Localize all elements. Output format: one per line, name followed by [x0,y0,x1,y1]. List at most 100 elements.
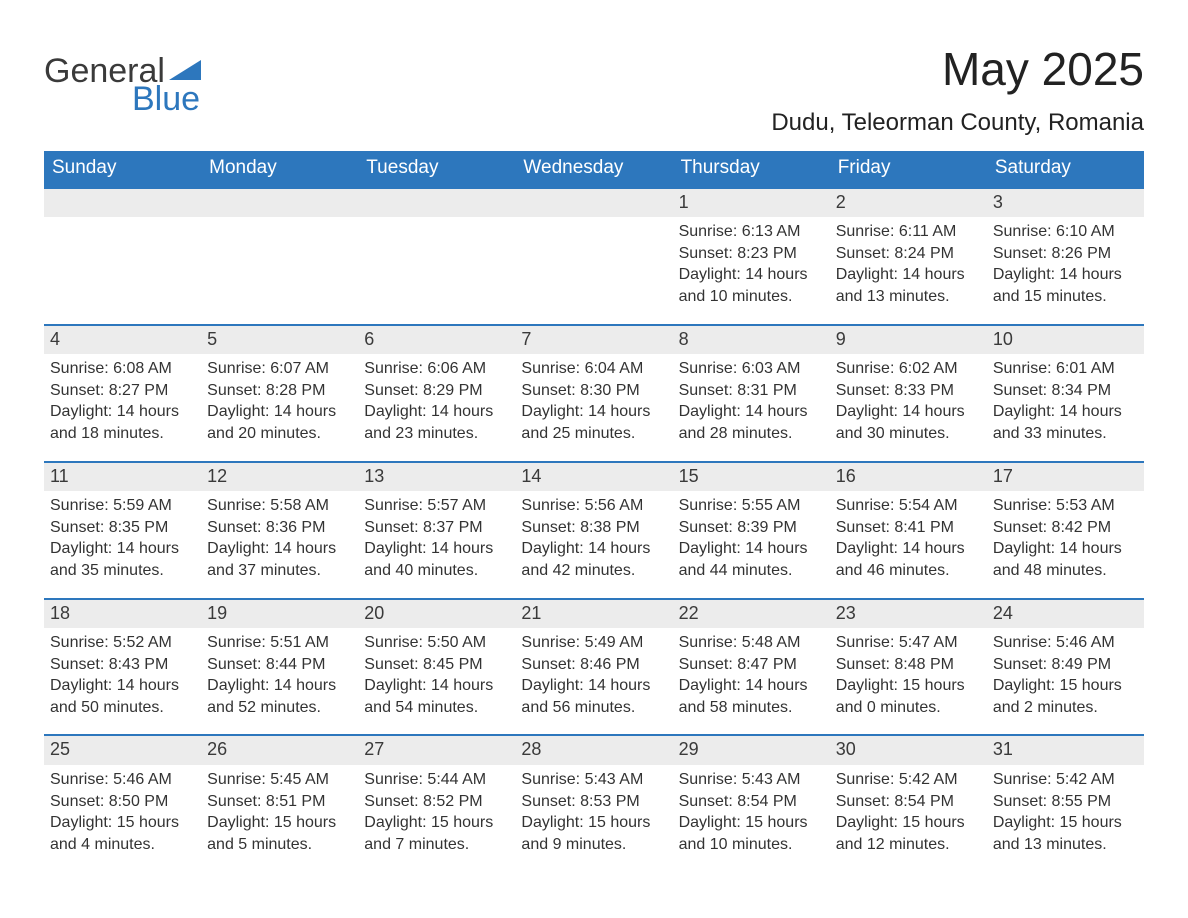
day-line: Sunrise: 5:42 AM [993,769,1138,791]
day-line: Sunrise: 6:04 AM [521,358,666,380]
day-body: Sunrise: 6:10 AMSunset: 8:26 PMDaylight:… [987,217,1144,311]
day-line: Daylight: 14 hours and 35 minutes. [50,538,195,581]
day-line: Sunset: 8:47 PM [679,654,824,676]
day-cell: 1Sunrise: 6:13 AMSunset: 8:23 PMDaylight… [673,189,830,312]
day-number: 15 [673,463,830,492]
day-line: Sunset: 8:28 PM [207,380,352,402]
day-number: 21 [515,600,672,629]
day-line: Sunset: 8:53 PM [521,791,666,813]
day-line: Sunrise: 5:45 AM [207,769,352,791]
day-line: Sunrise: 6:07 AM [207,358,352,380]
day-body [44,217,201,297]
day-number: 29 [673,736,830,765]
day-cell: 15Sunrise: 5:55 AMSunset: 8:39 PMDayligh… [673,463,830,586]
week-row: 1Sunrise: 6:13 AMSunset: 8:23 PMDaylight… [44,187,1144,312]
day-number: 7 [515,326,672,355]
day-number: 8 [673,326,830,355]
calendar: SundayMondayTuesdayWednesdayThursdayFrid… [44,151,1144,860]
week-row: 4Sunrise: 6:08 AMSunset: 8:27 PMDaylight… [44,324,1144,449]
day-cell: 8Sunrise: 6:03 AMSunset: 8:31 PMDaylight… [673,326,830,449]
weekday-header-row: SundayMondayTuesdayWednesdayThursdayFrid… [44,151,1144,187]
day-body: Sunrise: 5:42 AMSunset: 8:54 PMDaylight:… [830,765,987,859]
weekday-header-cell: Sunday [44,151,201,187]
day-body [358,217,515,297]
day-line: Sunset: 8:54 PM [679,791,824,813]
day-cell: 4Sunrise: 6:08 AMSunset: 8:27 PMDaylight… [44,326,201,449]
weeks-container: 1Sunrise: 6:13 AMSunset: 8:23 PMDaylight… [44,187,1144,860]
day-body: Sunrise: 5:49 AMSunset: 8:46 PMDaylight:… [515,628,672,722]
day-line: Daylight: 15 hours and 12 minutes. [836,812,981,855]
day-line: Sunset: 8:37 PM [364,517,509,539]
day-body: Sunrise: 5:59 AMSunset: 8:35 PMDaylight:… [44,491,201,585]
day-cell: 10Sunrise: 6:01 AMSunset: 8:34 PMDayligh… [987,326,1144,449]
day-cell [358,189,515,312]
day-number [44,189,201,218]
day-line: Daylight: 15 hours and 13 minutes. [993,812,1138,855]
day-body: Sunrise: 5:52 AMSunset: 8:43 PMDaylight:… [44,628,201,722]
day-line: Sunrise: 6:13 AM [679,221,824,243]
day-line: Sunset: 8:46 PM [521,654,666,676]
day-line: Sunrise: 5:46 AM [50,769,195,791]
weekday-header-cell: Thursday [673,151,830,187]
day-line: Daylight: 14 hours and 30 minutes. [836,401,981,444]
month-title: May 2025 [771,44,1144,95]
day-line: Sunrise: 5:52 AM [50,632,195,654]
day-cell [201,189,358,312]
day-number: 23 [830,600,987,629]
day-number: 30 [830,736,987,765]
day-line: Daylight: 14 hours and 20 minutes. [207,401,352,444]
day-line: Sunset: 8:29 PM [364,380,509,402]
day-line: Sunset: 8:43 PM [50,654,195,676]
day-line: Sunset: 8:42 PM [993,517,1138,539]
day-line: Sunset: 8:36 PM [207,517,352,539]
day-number: 26 [201,736,358,765]
day-cell: 14Sunrise: 5:56 AMSunset: 8:38 PMDayligh… [515,463,672,586]
day-line: Daylight: 15 hours and 7 minutes. [364,812,509,855]
day-number: 19 [201,600,358,629]
day-line: Daylight: 14 hours and 42 minutes. [521,538,666,581]
day-line: Sunset: 8:45 PM [364,654,509,676]
day-line: Daylight: 14 hours and 56 minutes. [521,675,666,718]
day-body: Sunrise: 6:01 AMSunset: 8:34 PMDaylight:… [987,354,1144,448]
day-body [201,217,358,297]
day-number [201,189,358,218]
day-line: Sunrise: 5:56 AM [521,495,666,517]
day-number: 4 [44,326,201,355]
day-line: Sunrise: 6:03 AM [679,358,824,380]
brand-logo: General Blue [44,52,201,116]
day-line: Daylight: 14 hours and 15 minutes. [993,264,1138,307]
day-number: 22 [673,600,830,629]
day-cell: 17Sunrise: 5:53 AMSunset: 8:42 PMDayligh… [987,463,1144,586]
day-cell: 3Sunrise: 6:10 AMSunset: 8:26 PMDaylight… [987,189,1144,312]
day-number: 9 [830,326,987,355]
day-body: Sunrise: 5:42 AMSunset: 8:55 PMDaylight:… [987,765,1144,859]
day-line: Daylight: 15 hours and 5 minutes. [207,812,352,855]
day-line: Daylight: 14 hours and 23 minutes. [364,401,509,444]
day-line: Daylight: 15 hours and 9 minutes. [521,812,666,855]
day-cell: 22Sunrise: 5:48 AMSunset: 8:47 PMDayligh… [673,600,830,723]
day-line: Sunrise: 5:57 AM [364,495,509,517]
day-cell: 28Sunrise: 5:43 AMSunset: 8:53 PMDayligh… [515,736,672,859]
day-line: Sunset: 8:49 PM [993,654,1138,676]
day-line: Daylight: 14 hours and 10 minutes. [679,264,824,307]
day-body: Sunrise: 6:07 AMSunset: 8:28 PMDaylight:… [201,354,358,448]
day-line: Sunset: 8:48 PM [836,654,981,676]
day-line: Sunset: 8:33 PM [836,380,981,402]
day-body: Sunrise: 5:44 AMSunset: 8:52 PMDaylight:… [358,765,515,859]
day-body: Sunrise: 5:55 AMSunset: 8:39 PMDaylight:… [673,491,830,585]
day-line: Sunrise: 5:54 AM [836,495,981,517]
location-label: Dudu, Teleorman County, Romania [771,109,1144,137]
day-body: Sunrise: 5:46 AMSunset: 8:50 PMDaylight:… [44,765,201,859]
day-line: Sunrise: 6:02 AM [836,358,981,380]
day-line: Sunset: 8:27 PM [50,380,195,402]
day-cell: 25Sunrise: 5:46 AMSunset: 8:50 PMDayligh… [44,736,201,859]
day-line: Daylight: 15 hours and 2 minutes. [993,675,1138,718]
day-line: Sunset: 8:31 PM [679,380,824,402]
week-row: 11Sunrise: 5:59 AMSunset: 8:35 PMDayligh… [44,461,1144,586]
day-number: 24 [987,600,1144,629]
day-body: Sunrise: 6:06 AMSunset: 8:29 PMDaylight:… [358,354,515,448]
day-number: 12 [201,463,358,492]
header: General Blue May 2025 Dudu, Teleorman Co… [44,44,1144,137]
day-line: Sunrise: 5:43 AM [679,769,824,791]
day-line: Daylight: 14 hours and 33 minutes. [993,401,1138,444]
